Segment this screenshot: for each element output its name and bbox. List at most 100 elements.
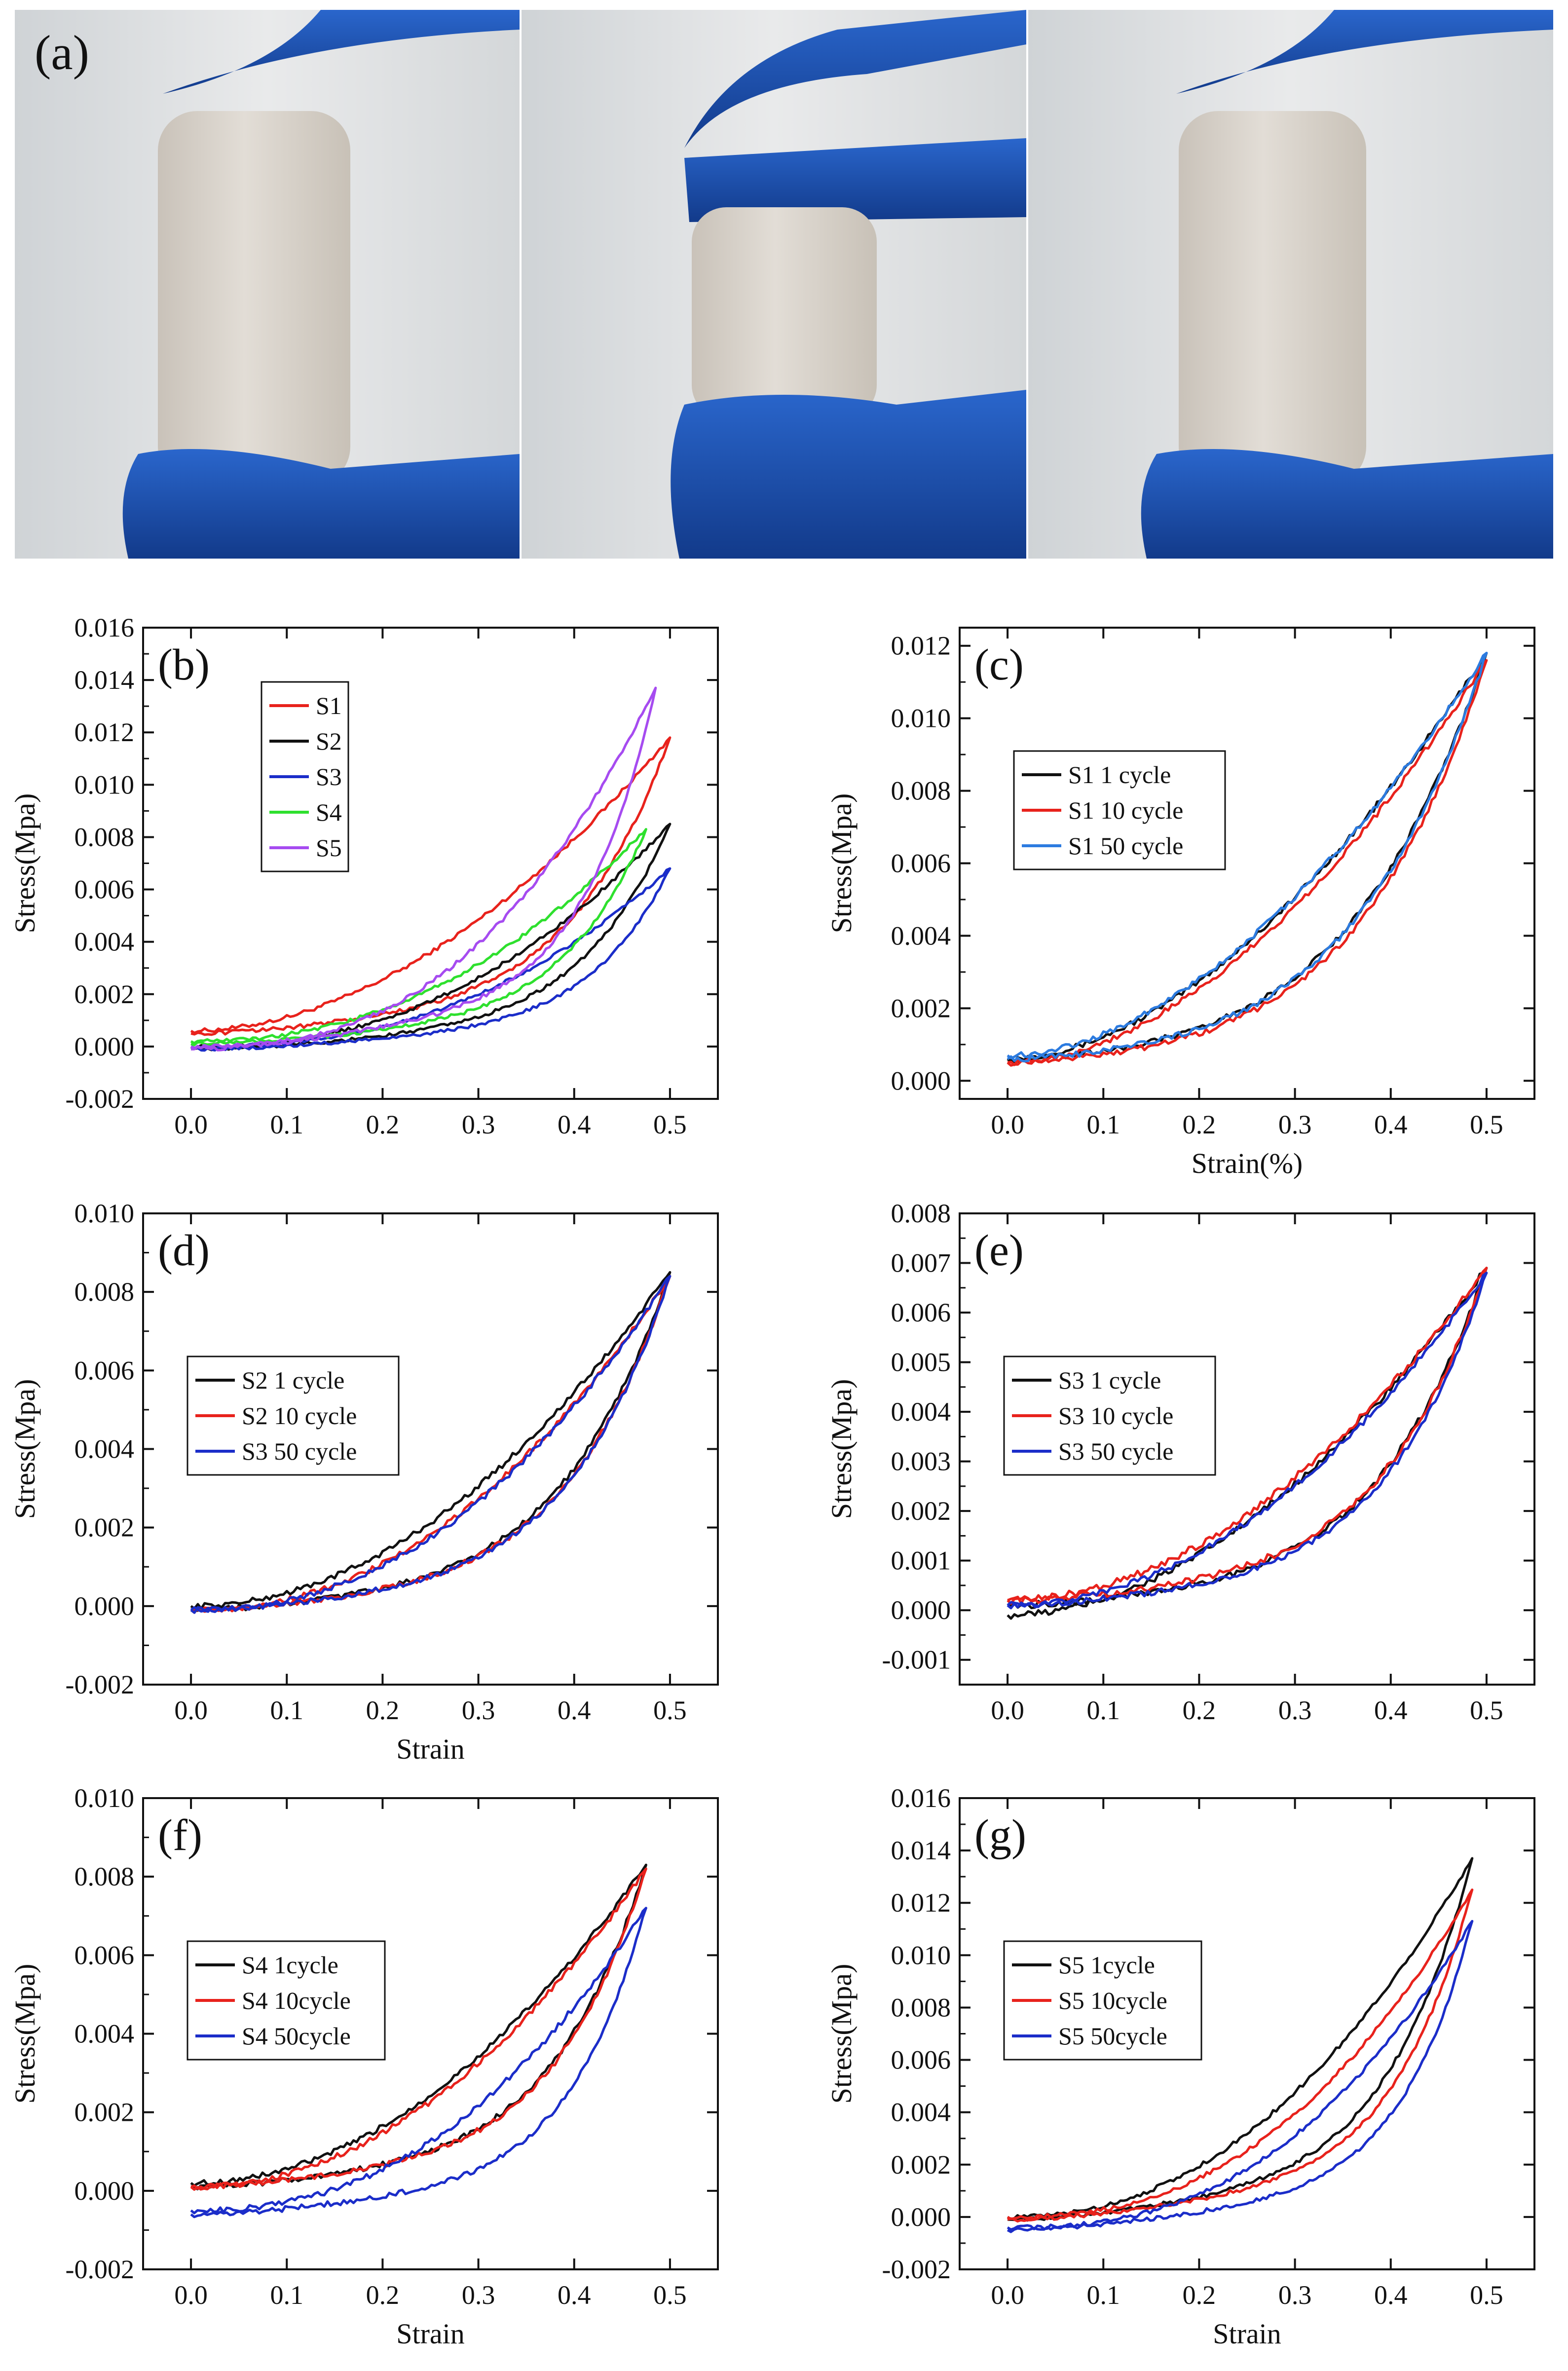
panel-label: (g)	[974, 1811, 1026, 1860]
x-tick-label: 0.2	[366, 2280, 400, 2310]
y-tick-label: -0.002	[66, 1670, 134, 1699]
y-tick-label: 0.008	[891, 1199, 951, 1228]
series-line-s2-1-cycle	[190, 1271, 672, 1613]
x-tick-label: 0.2	[366, 1110, 400, 1139]
y-tick-label: 0.008	[891, 776, 951, 806]
x-tick-label: 0.5	[653, 1695, 687, 1725]
legend-label: S4	[316, 798, 342, 826]
y-tick-label: 0.002	[75, 1513, 135, 1543]
x-tick-label: 0.1	[1087, 2280, 1120, 2310]
x-tick-label: 0.3	[1278, 1110, 1312, 1139]
glove-bottom-icon	[122, 449, 520, 559]
series-line-s1-50-cycle	[1007, 651, 1488, 1063]
x-tick-label: 0.0	[991, 1110, 1024, 1139]
y-tick-label: 0.000	[891, 1066, 951, 1095]
glove-top-icon	[684, 10, 1026, 148]
series-line-s1	[190, 736, 672, 1036]
y-tick-label: 0.012	[891, 1888, 951, 1918]
y-tick-label: 0.014	[75, 665, 135, 695]
x-tick-label: 0.5	[653, 2280, 687, 2310]
legend-label: S3 10 cycle	[1058, 1402, 1173, 1430]
y-tick-label: 0.008	[75, 1862, 135, 1891]
series-line-s3-10-cycle	[1007, 1267, 1488, 1605]
x-tick-label: 0.4	[1374, 1695, 1408, 1725]
x-axis-label: Strain	[1213, 2318, 1281, 2350]
series-line-s5-10cycle	[1007, 1888, 1474, 2223]
legend-label: S1	[316, 692, 342, 719]
series-line-s5-50cycle	[1007, 1919, 1474, 2233]
x-tick-label: 0.0	[991, 1695, 1024, 1725]
y-tick-label: 0.001	[891, 1546, 951, 1576]
y-tick-label: -0.002	[66, 2255, 134, 2284]
panel-label: (c)	[974, 640, 1024, 689]
legend-label: S5 1cycle	[1058, 1951, 1155, 1979]
y-tick-label: 0.007	[891, 1248, 951, 1278]
legend-label: S5 10cycle	[1058, 1987, 1167, 2014]
x-axis-label: Strain	[396, 2318, 465, 2350]
series-line-s4	[190, 828, 647, 1047]
y-tick-label: 0.006	[891, 2045, 951, 2075]
y-tick-label: 0.004	[75, 2019, 135, 2049]
series-line-s5-1cycle	[1007, 1857, 1474, 2222]
panel-label: (b)	[158, 640, 210, 689]
legend-label: S2 10 cycle	[242, 1402, 357, 1430]
glove-top-icon	[1176, 10, 1553, 94]
legend-label: S4 10cycle	[242, 1987, 351, 2014]
y-tick-label: 0.006	[891, 1298, 951, 1327]
x-tick-label: 0.3	[462, 1695, 495, 1725]
y-tick-label: 0.002	[75, 2098, 135, 2127]
glove-top-fingers-icon	[684, 138, 1026, 222]
y-axis-label: Stress(Mpa)	[9, 1379, 41, 1519]
y-axis-label: Stress(Mpa)	[825, 1379, 858, 1519]
x-tick-label: 0.1	[1087, 1110, 1120, 1139]
y-tick-label: 0.016	[75, 613, 135, 642]
series-line-s5	[190, 686, 657, 1052]
x-tick-label: 0.5	[1470, 1110, 1503, 1139]
chart-b: 0.0 0.1 0.2 0.3 0.4 0.5 -0.002 0.000 0.002 0.004 0…	[9, 613, 719, 1139]
foam-sample-icon	[1179, 111, 1366, 486]
y-tick-label: 0.000	[891, 1595, 951, 1625]
y-tick-label: 0.004	[75, 1434, 135, 1464]
x-tick-label: 0.5	[1470, 2280, 1503, 2310]
legend-label: S3	[316, 763, 342, 790]
y-tick-label: 0.000	[75, 2176, 135, 2206]
chart-c: 0.0 0.1 0.2 0.3 0.4 0.5 0.000 0.002 0.004 0.006 0.…	[825, 627, 1535, 1179]
y-tick-label: 0.010	[75, 1199, 135, 1228]
plot-frame	[959, 1212, 1535, 1686]
x-tick-label: 0.1	[1087, 1695, 1120, 1725]
chart-g: 0.0 0.1 0.2 0.3 0.4 0.5 -0.002 0.000 0.002 0.004 0…	[825, 1783, 1535, 2350]
y-tick-label: 0.006	[75, 1940, 135, 1970]
legend-label: S2 1 cycle	[242, 1366, 344, 1394]
y-axis-label: Stress(Mpa)	[9, 793, 41, 934]
y-tick-label: 0.002	[75, 979, 135, 1009]
legend-label: S3 50 cycle	[242, 1437, 357, 1465]
series-line-s4-50cycle	[190, 1907, 647, 2219]
x-tick-label: 0.4	[558, 1110, 591, 1139]
y-tick-label: 0.016	[891, 1783, 951, 1813]
photo-frame-compressed	[522, 10, 1026, 559]
y-tick-label: 0.012	[75, 717, 135, 747]
y-axis-label: Stress(Mpa)	[825, 1964, 858, 2104]
legend-label: S3 50 cycle	[1058, 1437, 1173, 1465]
series-line-s4-1cycle	[190, 1863, 647, 2190]
x-tick-label: 0.1	[270, 1110, 304, 1139]
y-tick-label: 0.000	[75, 1591, 135, 1621]
foam-sample-icon	[158, 111, 350, 486]
x-tick-label: 0.1	[270, 2280, 304, 2310]
y-tick-label: 0.008	[891, 1993, 951, 2022]
x-tick-label: 0.0	[991, 2280, 1024, 2310]
y-tick-label: 0.003	[891, 1447, 951, 1476]
x-tick-label: 0.4	[558, 1695, 591, 1725]
y-axis-label: Stress(Mpa)	[825, 793, 858, 934]
chart-d: 0.0 0.1 0.2 0.3 0.4 0.5 -0.002 0.000 0.002 0.004 0…	[9, 1199, 719, 1765]
y-tick-label: 0.006	[891, 849, 951, 878]
compression-photo-strip: (a)	[15, 10, 1553, 559]
y-tick-label: 0.010	[891, 1940, 951, 1970]
x-tick-label: 0.4	[1374, 1110, 1408, 1139]
legend-label: S1 1 cycle	[1068, 761, 1171, 789]
legend-label: S4 50cycle	[242, 2022, 351, 2050]
y-tick-label: -0.002	[66, 1084, 134, 1114]
glove-bottom-icon	[1141, 449, 1553, 559]
x-tick-label: 0.0	[174, 2280, 208, 2310]
legend-label: S1 10 cycle	[1068, 796, 1183, 824]
